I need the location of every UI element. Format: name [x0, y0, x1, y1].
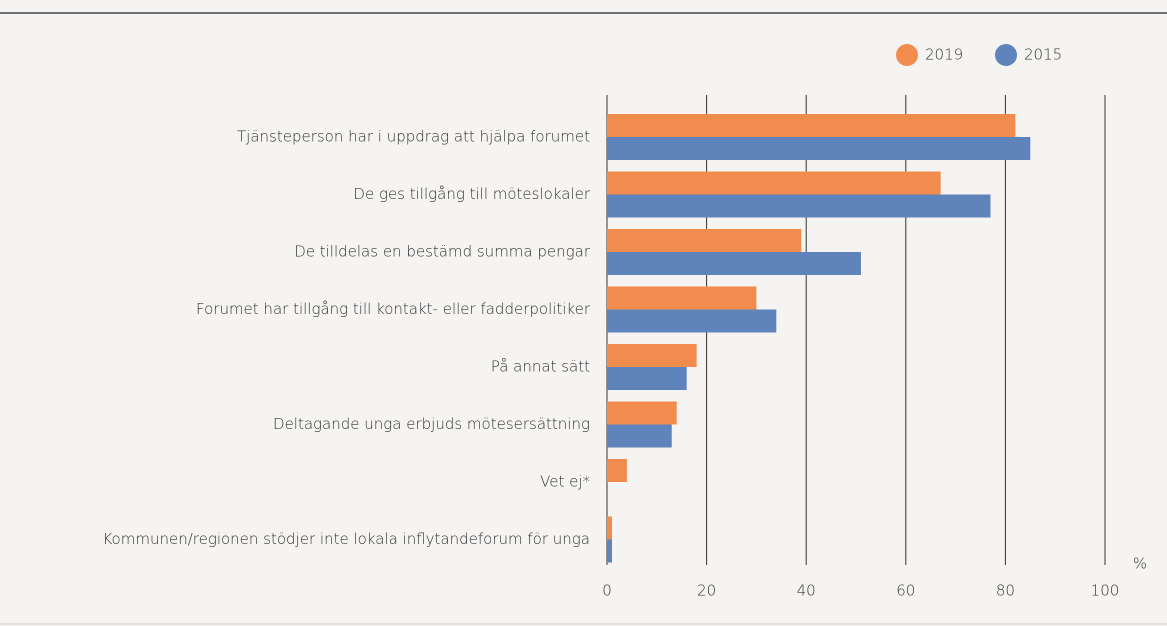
legend-swatch — [896, 44, 918, 66]
x-tick-label: 100 — [1091, 582, 1120, 600]
bar — [607, 137, 1031, 160]
legend-swatch — [995, 44, 1017, 66]
y-tick-label: Forumet har tillgång till kontakt- eller… — [196, 300, 591, 318]
bar — [607, 459, 627, 482]
legend-label: 2019 — [925, 46, 963, 64]
y-tick-label: Tjänsteperson har i uppdrag att hjälpa f… — [237, 128, 590, 146]
bar — [607, 367, 687, 390]
bar — [607, 114, 1016, 137]
bar — [607, 286, 757, 310]
bar — [607, 424, 672, 448]
legend-label: 2015 — [1024, 46, 1062, 64]
bar — [607, 194, 991, 218]
y-tick-label: På annat sätt — [491, 358, 590, 376]
y-tick-label: Deltagande unga erbjuds mötesersättning — [273, 415, 590, 433]
bar — [607, 229, 802, 252]
bar — [607, 171, 941, 195]
x-tick-label: 60 — [896, 582, 915, 600]
bar — [607, 252, 861, 275]
x-tick-label: 0 — [602, 582, 612, 600]
y-tick-label: De ges tillgång till möteslokaler — [353, 185, 590, 203]
x-tick-label: 40 — [797, 582, 816, 600]
y-tick-label: De tilldelas en bestämd summa pengar — [294, 243, 591, 261]
bar — [607, 309, 777, 333]
y-tick-label: Kommunen/regionen stödjer inte lokala in… — [102, 530, 590, 548]
x-axis-label: % — [1133, 555, 1147, 573]
bar — [607, 539, 612, 563]
x-tick-label: 20 — [697, 582, 716, 600]
y-tick-label: Vet ej* — [540, 473, 590, 491]
x-tick-label: 80 — [996, 582, 1015, 600]
bar — [607, 401, 677, 425]
bar — [607, 344, 697, 367]
bar — [607, 516, 612, 540]
